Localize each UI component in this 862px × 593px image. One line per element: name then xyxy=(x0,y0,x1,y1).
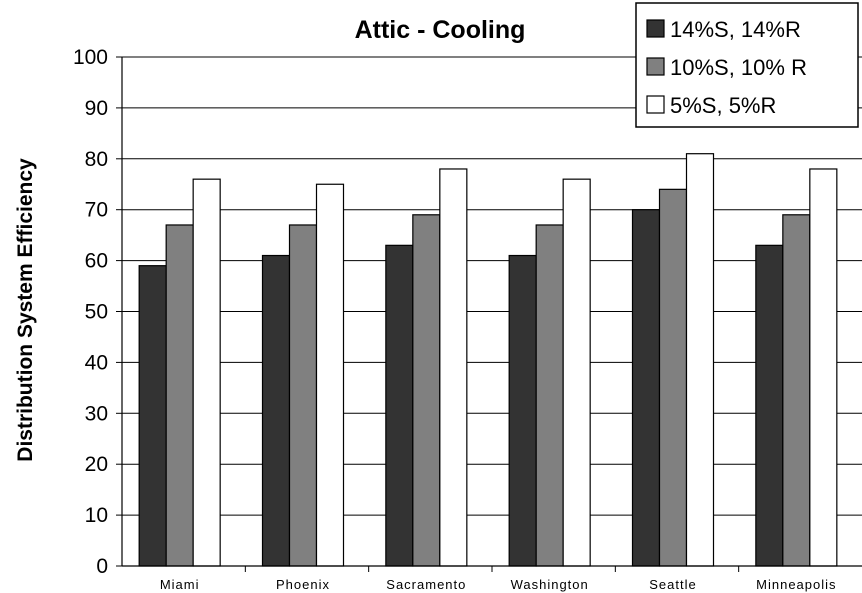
y-tick-label: 50 xyxy=(85,301,108,324)
y-axis-label: Distribution System Efficiency xyxy=(14,158,37,462)
y-tick-label: 90 xyxy=(85,97,108,120)
bar-washington-series-3 xyxy=(562,178,591,567)
legend-swatch-1 xyxy=(646,19,665,38)
bar-washington-series-1 xyxy=(508,254,537,567)
y-tick-label: 70 xyxy=(85,199,108,222)
x-tick-label: Washington xyxy=(511,577,589,592)
bar-phoenix-series-2 xyxy=(288,224,318,567)
bar-sacramento-series-2 xyxy=(412,214,441,567)
legend-swatch-2 xyxy=(646,57,665,76)
y-tick-label: 60 xyxy=(85,250,108,273)
bar-miami-series-3 xyxy=(192,178,221,567)
y-tick-label: 40 xyxy=(85,351,108,374)
bar-minneapolis-series-2 xyxy=(782,214,811,567)
legend-label-3: 5%S, 5%R xyxy=(670,93,776,118)
bar-sacramento-series-3 xyxy=(439,168,468,567)
x-tick-label: Miami xyxy=(160,577,200,592)
bar-phoenix-series-1 xyxy=(261,254,291,567)
x-tick-label: Minneapolis xyxy=(756,577,836,592)
bar-seattle-series-3 xyxy=(685,153,715,567)
bar-miami-series-1 xyxy=(138,265,167,567)
legend-label-2: 10%S, 10% R xyxy=(670,55,807,80)
bar-minneapolis-series-1 xyxy=(755,244,784,567)
legend: 14%S, 14%R 10%S, 10% R 5%S, 5%R xyxy=(635,2,859,128)
legend-label-1: 14%S, 14%R xyxy=(670,17,801,42)
x-tick-label: Phoenix xyxy=(276,577,330,592)
bar-minneapolis-series-3 xyxy=(809,168,838,567)
y-tick-label: 30 xyxy=(85,402,108,425)
bars xyxy=(138,153,838,567)
y-tick-label: 0 xyxy=(96,555,108,578)
y-tick-label: 20 xyxy=(85,453,108,476)
y-tick-label: 100 xyxy=(73,46,108,69)
y-tick-label: 80 xyxy=(85,148,108,171)
chart-title: Attic - Cooling xyxy=(355,16,526,44)
legend-swatch-3 xyxy=(646,95,665,114)
x-tick-label: Sacramento xyxy=(386,577,466,592)
bar-miami-series-2 xyxy=(165,224,194,567)
legend-box xyxy=(635,2,859,128)
bar-sacramento-series-1 xyxy=(385,244,414,567)
bar-phoenix-series-3 xyxy=(315,183,345,567)
axes: 0 10 20 30 40 50 60 70 80 90 100 Miami Phoenix Sacram… xyxy=(73,46,862,592)
bar-seattle-series-1 xyxy=(631,209,661,567)
x-tick-label: Seattle xyxy=(649,577,696,592)
bar-washington-series-2 xyxy=(535,224,564,567)
y-tick-label: 10 xyxy=(85,504,108,527)
bar-seattle-series-2 xyxy=(658,188,688,567)
